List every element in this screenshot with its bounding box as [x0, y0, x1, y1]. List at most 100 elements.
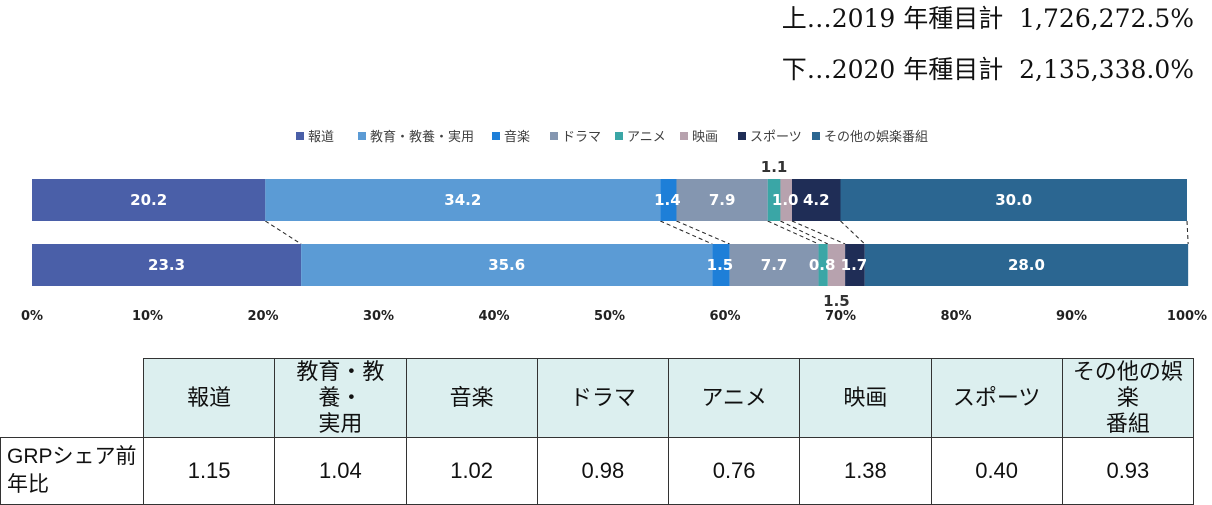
data-label: 30.0 — [995, 191, 1032, 209]
table-corner-cell — [0, 358, 144, 438]
x-axis-tick-labels: 0% 10% 20% 30% 40% 50% 60% 70% 80% 90% 100% — [21, 309, 1207, 324]
bar-segment — [301, 244, 713, 286]
x-tick-label: 20% — [247, 309, 278, 324]
table-header-cell: 報道 — [142, 358, 276, 438]
data-label: 34.2 — [444, 191, 481, 209]
legend-item: 音楽 — [492, 129, 530, 145]
legend-item: 映画 — [680, 130, 718, 145]
bar-segment — [265, 179, 661, 221]
legend-item: その他の娯楽番組 — [812, 129, 928, 145]
x-tick-label: 60% — [709, 309, 740, 324]
data-label: 7.9 — [709, 191, 736, 209]
table-header-cell: 映画 — [799, 358, 932, 438]
x-tick-label: 10% — [132, 309, 163, 324]
legend-label: アニメ — [627, 130, 666, 145]
x-tick-label: 30% — [363, 309, 394, 324]
table-cell: 0.93 — [1061, 437, 1195, 505]
legend-label: ドラマ — [562, 130, 601, 145]
table-header-cell: アニメ — [667, 358, 801, 438]
legend-item: ドラマ — [550, 130, 601, 145]
legend-label: その他の娯楽番組 — [824, 129, 928, 145]
legend-swatch — [615, 132, 623, 140]
note-2019-total: 上…2019 年種目計 1,726,272.5% — [781, 4, 1194, 33]
bar-segment — [32, 244, 302, 286]
bar-segment — [660, 179, 677, 221]
table-header-cell: ドラマ — [536, 358, 670, 438]
legend-swatch — [492, 132, 500, 140]
table-cell: 0.76 — [667, 437, 801, 505]
series-line — [660, 220, 713, 245]
bar-segment — [32, 179, 266, 221]
bar-segments — [32, 179, 1189, 286]
chart-legend: 報道 教育・教養・実用 音楽 ドラマ アニメ 映画 スポーツ その他の娯楽番組 — [296, 129, 928, 145]
bar-segment — [827, 244, 846, 286]
table-cell: 1.15 — [142, 437, 276, 505]
data-label: 1.4 — [654, 191, 681, 209]
series-connector-lines — [265, 220, 1189, 245]
table-row: GRPシェア前 年比 1.15 1.04 1.02 0.98 0.76 1.38… — [0, 437, 1195, 505]
table-header-row: 報道 教育・教養・ 実用 音楽 ドラマ アニメ 映画 スポーツ その他の娯楽 番… — [0, 358, 1195, 438]
legend-label: 教育・教養・実用 — [370, 129, 474, 145]
series-line — [676, 220, 730, 245]
bar-segment — [791, 179, 841, 221]
legend-label: 音楽 — [504, 129, 530, 145]
series-line — [1186, 220, 1189, 245]
table-cell: 0.98 — [536, 437, 670, 505]
bar-segment — [840, 179, 1187, 221]
legend-item: スポーツ — [738, 130, 802, 145]
data-label: 0.8 — [809, 256, 836, 274]
legend-swatch — [680, 132, 688, 140]
bar-segment — [729, 244, 819, 286]
data-labels: 20.2 34.2 1.4 7.9 1.1 1.0 4.2 30.0 23.3 35.6 1.5 7.… — [130, 158, 1045, 310]
legend-item: 報道 — [296, 130, 334, 145]
data-label: 35.6 — [488, 256, 525, 274]
legend-swatch — [358, 132, 366, 140]
data-label: 1.5 — [707, 256, 734, 274]
series-line — [767, 220, 819, 245]
legend-swatch — [812, 132, 820, 140]
series-line — [780, 220, 829, 245]
legend-item: 教育・教養・実用 — [358, 129, 474, 145]
x-tick-label: 90% — [1056, 309, 1087, 324]
data-label: 23.3 — [148, 256, 185, 274]
bar-segment — [818, 244, 828, 286]
legend-swatch — [296, 132, 304, 140]
table-cell: 1.38 — [799, 437, 932, 505]
table-row-label: GRPシェア前 年比 — [0, 437, 144, 505]
legend-label: 映画 — [692, 130, 718, 145]
legend-label: スポーツ — [750, 130, 802, 145]
legend-swatch — [738, 132, 746, 140]
series-line — [265, 220, 302, 245]
bar-segment — [845, 244, 865, 286]
legend-label: 報道 — [308, 130, 334, 145]
x-tick-label: 50% — [594, 309, 625, 324]
table-cell: 1.04 — [274, 437, 407, 505]
table-header-cell: 音楽 — [405, 358, 538, 438]
x-tick-label: 80% — [940, 309, 971, 324]
table-cell: 0.40 — [930, 437, 1063, 505]
data-label: 1.5 — [823, 292, 850, 310]
data-label: 1.7 — [841, 256, 868, 274]
table-header-cell: 教育・教養・ 実用 — [274, 358, 407, 438]
data-label: 4.2 — [803, 191, 830, 209]
data-label: 7.7 — [761, 256, 788, 274]
table-cell: 1.02 — [405, 437, 538, 505]
stacked-bar-chart: 報道 教育・教養・実用 音楽 ドラマ アニメ 映画 スポーツ その他の娯楽番組 20.2 34.… — [21, 129, 1207, 324]
data-label: 1.1 — [761, 158, 788, 176]
series-line — [840, 220, 866, 245]
grp-share-table: 報道 教育・教養・ 実用 音楽 ドラマ アニメ 映画 スポーツ その他の娯楽 番… — [0, 358, 1195, 505]
legend-swatch — [550, 132, 558, 140]
x-tick-label: 70% — [825, 309, 856, 324]
data-label: 1.0 — [772, 191, 799, 209]
series-line — [791, 220, 846, 245]
bar-segment — [712, 244, 730, 286]
x-tick-label: 40% — [478, 309, 509, 324]
table-header-cell: スポーツ — [930, 358, 1063, 438]
legend-item: アニメ — [615, 130, 666, 145]
bar-segment — [864, 244, 1189, 286]
table-header-cell: その他の娯楽 番組 — [1061, 358, 1195, 438]
data-label: 20.2 — [130, 191, 167, 209]
note-2020-total: 下…2020 年種目計 2,135,338.0% — [781, 55, 1194, 84]
bar-segment — [767, 179, 781, 221]
x-tick-label: 0% — [21, 309, 43, 324]
